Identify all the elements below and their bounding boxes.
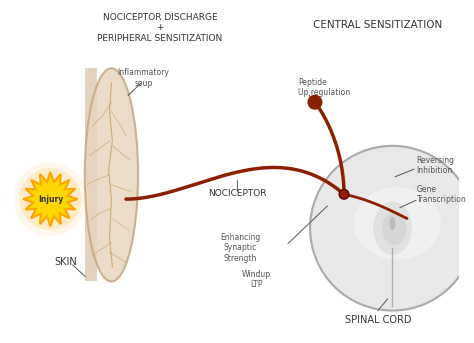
Text: CENTRAL SENSITIZATION: CENTRAL SENSITIZATION [313,20,443,30]
Ellipse shape [85,68,138,282]
Circle shape [308,95,322,109]
Circle shape [14,162,87,236]
Text: Enhancing
Synaptic
Strength: Enhancing Synaptic Strength [220,233,260,263]
Text: Injury: Injury [38,194,63,204]
Text: NOCICEPTOR DISCHARGE
+
PERIPHERAL SENSITIZATION: NOCICEPTOR DISCHARGE + PERIPHERAL SENSIT… [97,13,222,43]
Ellipse shape [354,187,441,260]
Text: Windup
LTP: Windup LTP [242,270,271,289]
Bar [85,68,97,282]
Text: Reversing
Inhibition: Reversing Inhibition [417,155,455,175]
Text: Inflammatory
soup: Inflammatory soup [118,68,169,88]
Text: SKIN: SKIN [55,257,77,267]
Text: Gene
Transcription: Gene Transcription [417,185,466,204]
Ellipse shape [390,216,395,230]
Circle shape [339,189,349,199]
Circle shape [19,168,82,230]
Text: SPINAL CORD: SPINAL CORD [345,316,411,326]
Polygon shape [23,172,78,226]
Ellipse shape [373,202,412,255]
Ellipse shape [382,211,407,245]
Text: Peptide
Up regulation: Peptide Up regulation [299,78,351,97]
Text: NOCICEPTOR: NOCICEPTOR [208,189,267,199]
Circle shape [310,146,474,310]
